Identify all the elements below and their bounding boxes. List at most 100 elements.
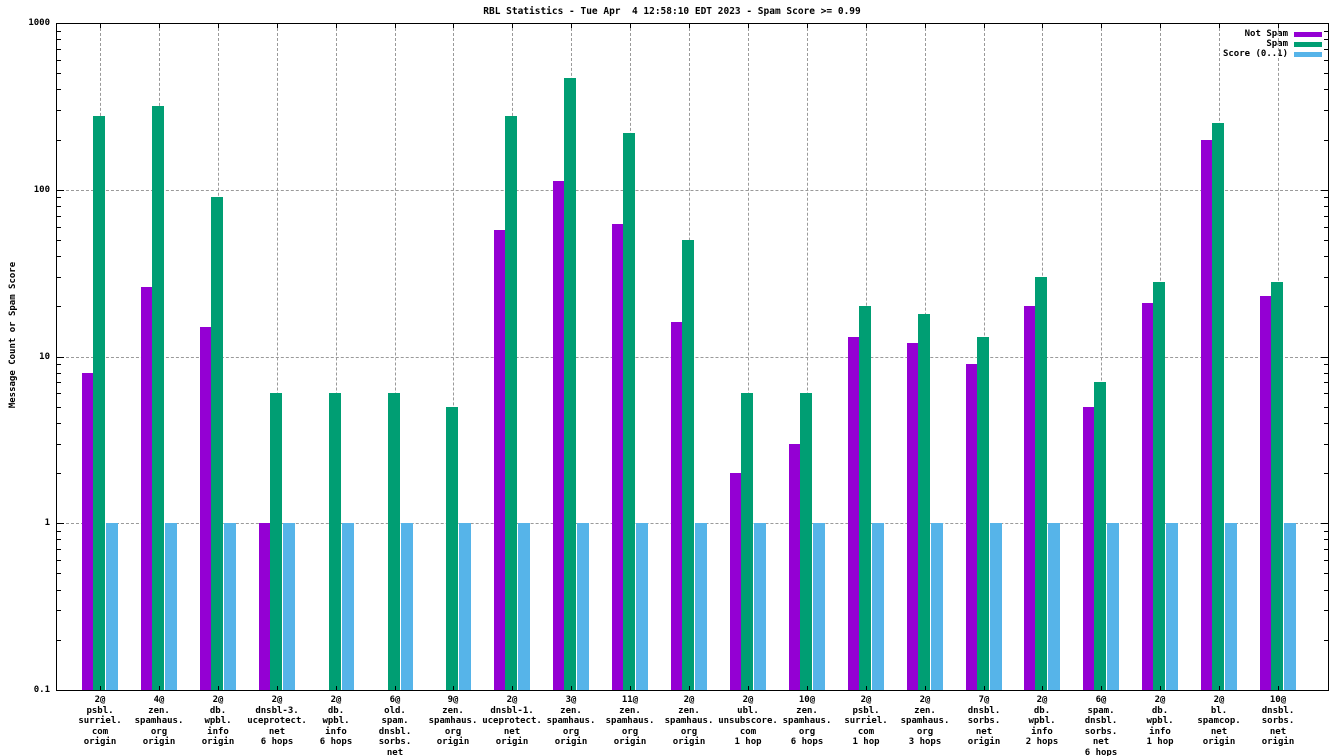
gridline-v: [336, 23, 337, 690]
bar-not-spam: [1083, 407, 1094, 690]
x-tick-label: 2@ zen. spamhaus. org origin: [664, 695, 714, 747]
bar-not-spam: [1260, 296, 1271, 690]
x-tick: [866, 24, 867, 28]
bar-score: [1048, 523, 1060, 690]
bar-spam: [1094, 382, 1106, 690]
x-tick: [453, 686, 454, 690]
y-tick: [57, 573, 61, 574]
y-tick: [57, 357, 64, 358]
x-tick: [689, 24, 690, 28]
y-tick: [1324, 306, 1328, 307]
x-tick: [1278, 686, 1279, 690]
y-tick: [57, 197, 61, 198]
gridline-v: [395, 23, 396, 690]
y-tick: [1324, 73, 1328, 74]
bar-score: [342, 523, 354, 690]
x-tick: [277, 686, 278, 690]
bar-spam: [388, 393, 400, 690]
chart-title: RBL Statistics - Tue Apr 4 12:58:10 EDT …: [483, 6, 861, 17]
y-tick-label: 1000: [28, 18, 50, 28]
y-tick: [1324, 473, 1328, 474]
y-tick: [57, 610, 61, 611]
bar-not-spam: [612, 224, 623, 690]
y-tick: [1324, 560, 1328, 561]
gridline-v: [453, 23, 454, 690]
x-tick-label: 2@ db. wpbl. info origin: [201, 695, 235, 747]
y-tick-label: 1: [44, 518, 50, 528]
y-tick: [1324, 140, 1328, 141]
x-tick-label: 2@ dnsbl-1. uceprotect. net origin: [482, 695, 542, 747]
y-tick: [57, 140, 61, 141]
y-tick: [57, 190, 64, 191]
bar-spam: [918, 314, 930, 690]
x-tick-label: 2@ dnsbl-3. uceprotect. net 6 hops: [247, 695, 307, 747]
y-tick: [57, 73, 61, 74]
x-tick: [277, 24, 278, 28]
x-tick-label: 2@ ubl. unsubscore. com 1 hop: [718, 695, 778, 747]
bar-spam: [1153, 282, 1165, 690]
x-tick: [453, 24, 454, 28]
x-tick: [925, 686, 926, 690]
legend-item-score-0-1: Score (0..1): [1223, 49, 1322, 59]
y-tick: [1321, 357, 1328, 358]
y-tick: [1324, 364, 1328, 365]
y-tick: [1324, 423, 1328, 424]
bar-score: [459, 523, 471, 690]
x-tick-label: 2@ db. wpbl. info 1 hop: [1146, 695, 1174, 747]
legend-item-not-spam: Not Spam: [1223, 29, 1322, 39]
bar-not-spam: [200, 327, 211, 690]
plot-border-left: [56, 23, 57, 690]
bar-spam: [270, 393, 282, 690]
bar-spam: [93, 116, 105, 690]
legend-label: Not Spam: [1244, 29, 1288, 39]
legend-swatch: [1294, 51, 1322, 57]
y-tick: [57, 473, 61, 474]
y-tick: [1324, 382, 1328, 383]
x-tick: [1042, 686, 1043, 690]
x-tick: [1101, 686, 1102, 690]
x-tick-label: 2@ db. wpbl. info 6 hops: [319, 695, 353, 747]
y-tick: [57, 216, 61, 217]
bar-not-spam: [848, 337, 859, 690]
bar-score: [1225, 523, 1237, 690]
y-tick: [57, 407, 61, 408]
bar-spam: [505, 116, 517, 690]
x-tick: [512, 686, 513, 690]
legend-swatch: [1294, 31, 1322, 37]
x-tick: [984, 24, 985, 28]
y-tick: [57, 539, 61, 540]
x-tick-label: 2@ psbl. surriel. com 1 hop: [844, 695, 888, 747]
x-tick: [1160, 686, 1161, 690]
bar-spam: [977, 337, 989, 690]
x-tick-label: 9@ zen. spamhaus. org origin: [428, 695, 478, 747]
bar-spam: [741, 393, 753, 690]
bar-score: [754, 523, 766, 690]
bar-score: [636, 523, 648, 690]
y-tick: [1324, 590, 1328, 591]
gridline-h: [56, 190, 1328, 191]
y-tick: [57, 89, 61, 90]
x-tick: [336, 686, 337, 690]
bar-score: [401, 523, 413, 690]
y-tick: [57, 240, 61, 241]
bar-not-spam: [1201, 140, 1212, 690]
y-tick: [57, 256, 61, 257]
y-tick: [57, 110, 61, 111]
y-tick: [57, 640, 61, 641]
y-tick: [1324, 256, 1328, 257]
bar-not-spam: [671, 322, 682, 690]
y-tick: [1321, 190, 1328, 191]
bar-spam: [564, 78, 576, 690]
x-tick: [571, 686, 572, 690]
bar-not-spam: [82, 373, 93, 690]
x-tick-label: 11@ zen. spamhaus. org origin: [605, 695, 655, 747]
y-tick: [1324, 393, 1328, 394]
y-tick: [57, 523, 64, 524]
y-tick: [1324, 240, 1328, 241]
bar-score: [813, 523, 825, 690]
y-tick: [57, 227, 61, 228]
y-tick: [57, 373, 61, 374]
bar-score: [695, 523, 707, 690]
x-tick: [984, 686, 985, 690]
legend: Not Spam Spam Score (0..1): [1223, 29, 1322, 59]
